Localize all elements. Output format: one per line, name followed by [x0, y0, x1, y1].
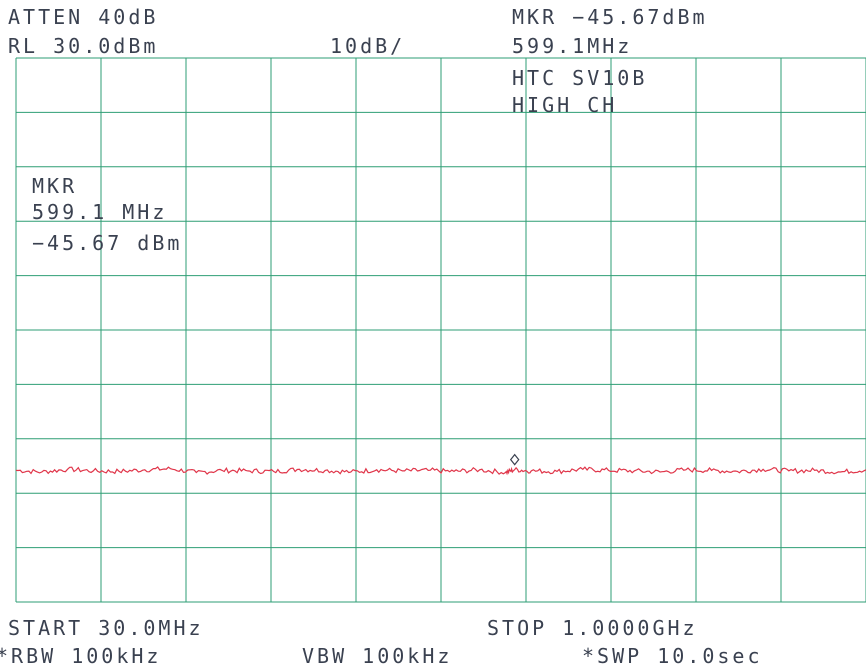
marker-annotation-frequency: 599.1 MHz	[32, 200, 168, 224]
resolution-bandwidth-label: *RBW 100kHz	[0, 644, 162, 668]
device-annotation-line2: HIGH CH	[512, 93, 618, 117]
trace-layer	[15, 466, 866, 476]
graticule	[15, 57, 866, 603]
reference-level-label: RL 30.0dBm	[8, 34, 159, 58]
device-annotation-line1: HTC SV10B	[512, 66, 648, 90]
marker-layer	[509, 453, 520, 466]
marker-annotation-title: MKR	[32, 174, 78, 198]
sweep-time-label: *SWP 10.0sec	[582, 644, 763, 668]
attenuation-label: ATTEN 40dB	[8, 5, 159, 29]
marker-annotation-level: −45.67 dBm	[32, 231, 183, 255]
stop-frequency-label: STOP 1.0000GHz	[487, 616, 698, 640]
scale-label: 10dB/	[330, 34, 406, 58]
marker-level-readout: MKR −45.67dBm	[512, 5, 708, 29]
marker-diamond-icon	[509, 453, 520, 466]
video-bandwidth-label: VBW 100kHz	[302, 644, 453, 668]
spectrum-trace	[15, 466, 866, 476]
start-frequency-label: START 30.0MHz	[8, 616, 204, 640]
marker-frequency-readout: 599.1MHz	[512, 34, 633, 58]
